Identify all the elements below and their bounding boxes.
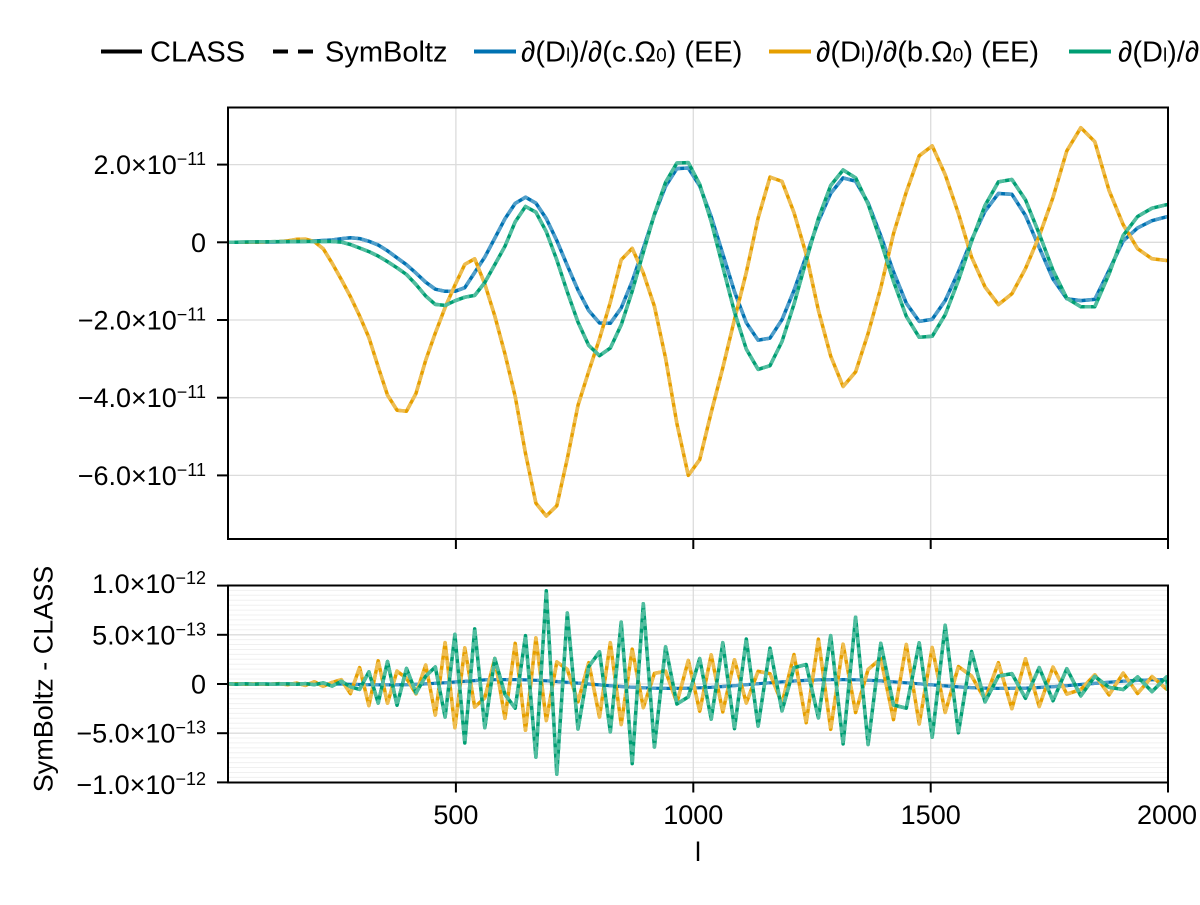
svg-text:2000: 2000 — [1137, 800, 1197, 830]
svg-text:1500: 1500 — [901, 800, 961, 830]
svg-text:∂(Dl)/∂(b.Ω0) (EE): ∂(Dl)/∂(b.Ω0) (EE) — [816, 37, 1039, 69]
svg-text:500: 500 — [433, 800, 478, 830]
svg-text:CLASS: CLASS — [150, 37, 245, 69]
svg-text:SymBoltz - CLASS: SymBoltz - CLASS — [29, 566, 59, 793]
svg-text:∂(Dl)/∂(c.Ω0) (EE): ∂(Dl)/∂(c.Ω0) (EE) — [521, 37, 742, 69]
svg-text:SymBoltz: SymBoltz — [325, 37, 447, 69]
svg-text:0: 0 — [191, 670, 206, 700]
svg-text:5.0×10−13: 5.0×10−13 — [92, 619, 206, 650]
svg-text:1000: 1000 — [663, 800, 723, 830]
svg-text:l: l — [695, 837, 701, 867]
svg-text:0: 0 — [191, 228, 206, 258]
svg-text:−1.0×10−12: −1.0×10−12 — [76, 769, 206, 800]
svg-text:∂(Dl)/∂(h.Ω0) (EE): ∂(Dl)/∂(h.Ω0) (EE) — [1118, 37, 1200, 69]
